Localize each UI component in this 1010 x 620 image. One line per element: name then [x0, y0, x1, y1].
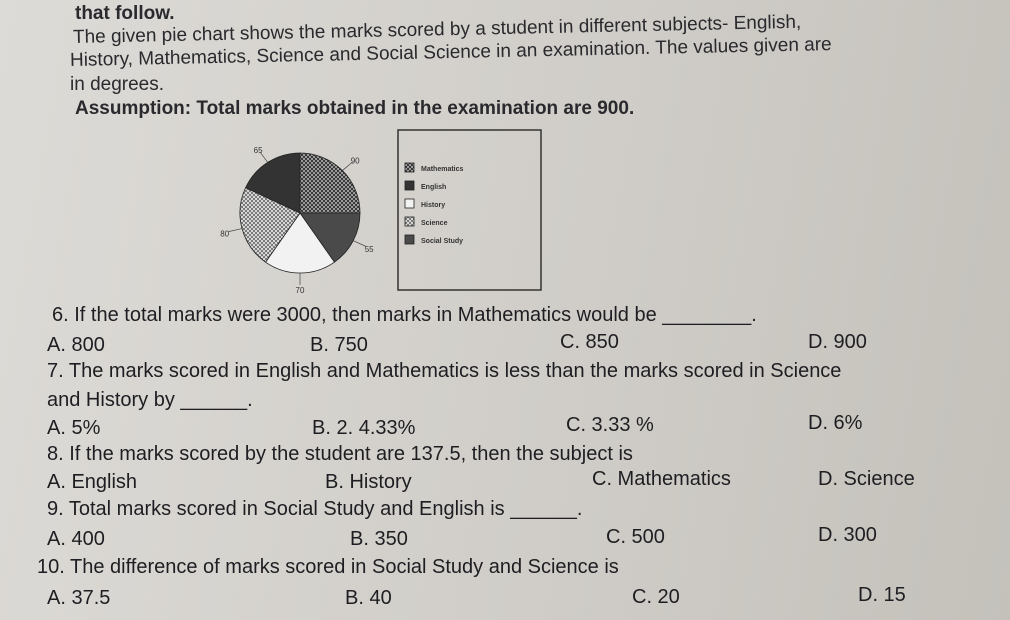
legend-label: English: [421, 184, 446, 191]
data-label: 55: [365, 245, 374, 254]
legend-label: Science: [421, 220, 448, 227]
question-text: and History by ______.: [47, 389, 253, 411]
question-text: 7. The marks scored in English and Mathe…: [47, 360, 842, 382]
pie-chart: 90 55 70 80 65 Mathematics English History Scien…: [220, 129, 542, 295]
data-label: 80: [220, 230, 229, 239]
legend-label: Mathematics: [421, 166, 464, 173]
leader-line: [228, 228, 243, 232]
question-text: 10. The difference of marks scored in So…: [37, 556, 619, 578]
legend-label: History: [421, 202, 445, 209]
legend-swatch: [404, 216, 415, 227]
pie-slice: [299, 152, 361, 214]
option[interactable]: C. Mathematics: [592, 468, 731, 490]
leader-line: [353, 240, 366, 247]
leader-line: [259, 152, 269, 163]
pie-slice: [245, 152, 301, 214]
option[interactable]: D. Science: [818, 468, 915, 490]
option[interactable]: A. 37.5: [47, 587, 111, 609]
option[interactable]: B. 2. 4.33%: [312, 417, 416, 439]
intro-line: in degrees.: [70, 74, 165, 95]
data-label: 65: [254, 146, 263, 155]
question-text: 9. Total marks scored in Social Study an…: [47, 498, 583, 520]
legend-label: Social Study: [421, 238, 463, 245]
intro-line: that follow.: [75, 3, 175, 24]
option[interactable]: D. 15: [858, 584, 906, 606]
legend-swatch: [404, 234, 415, 245]
option[interactable]: C. 3.33 %: [566, 414, 654, 436]
legend-swatch: [404, 180, 415, 191]
option[interactable]: C. 20: [632, 586, 680, 608]
option[interactable]: D. 300: [818, 524, 877, 546]
legend-swatch: [404, 162, 415, 173]
question-text: 6. If the total marks were 3000, then ma…: [52, 304, 757, 326]
pie-slice: [299, 212, 361, 263]
option[interactable]: B. History: [325, 471, 412, 493]
intro-line: Assumption: Total marks obtained in the …: [75, 98, 635, 119]
option[interactable]: D. 900: [808, 331, 867, 353]
option[interactable]: A. English: [47, 471, 138, 493]
option[interactable]: C. 850: [560, 331, 619, 353]
leader-line: [342, 161, 353, 171]
data-label: 90: [351, 156, 360, 165]
option[interactable]: C. 500: [606, 526, 665, 548]
option[interactable]: B. 350: [350, 528, 408, 550]
option[interactable]: D. 6%: [808, 412, 863, 434]
option[interactable]: B. 40: [345, 587, 392, 609]
option[interactable]: A. 800: [47, 334, 105, 356]
option[interactable]: B. 750: [310, 334, 368, 356]
question-text: 8. If the marks scored by the student ar…: [47, 443, 633, 465]
option[interactable]: A. 400: [47, 528, 105, 550]
data-label: 70: [296, 286, 305, 295]
option[interactable]: A. 5%: [47, 417, 101, 439]
legend-swatch: [404, 198, 415, 209]
legend-box: [397, 129, 542, 291]
